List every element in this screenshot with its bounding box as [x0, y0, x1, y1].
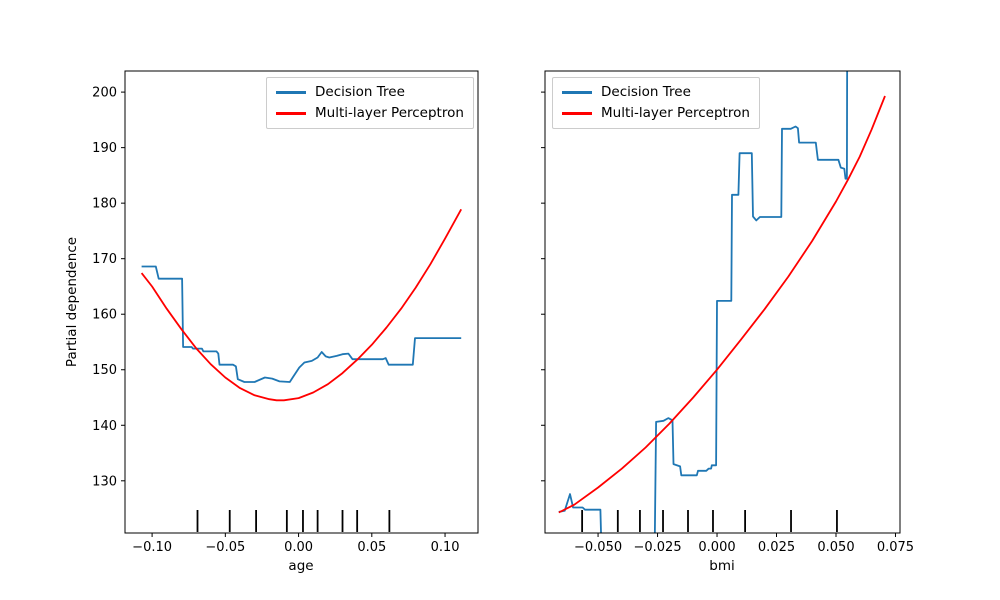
x-axis-tick-label: 0.00	[284, 540, 313, 555]
legend-label: Multi-layer Perceptron	[315, 105, 464, 121]
x-axis-label-age: age	[288, 558, 314, 574]
legend-label: Decision Tree	[601, 84, 691, 100]
y-axis-tick-label: 190	[92, 141, 117, 156]
legend-item-decision-tree: Decision Tree	[562, 84, 750, 101]
mlp-line-swatch	[276, 112, 306, 115]
plot-frame	[544, 70, 901, 534]
x-axis-tick-label: 0.025	[758, 540, 795, 555]
y-axis-tick-label: 170	[92, 252, 117, 267]
y-axis-tick-label: 160	[92, 308, 117, 323]
x-axis-tick-label: −0.10	[132, 540, 172, 555]
y-axis-tick-label: 200	[92, 86, 117, 101]
legend-bmi: Decision Tree Multi-layer Perceptron	[552, 77, 760, 129]
legend-label: Multi-layer Perceptron	[601, 105, 750, 121]
subplot-age: −0.10 −0.05 0.00 0.05 0.10 130 140 150 160 170 180…	[92, 70, 479, 555]
subplot-bmi: −0.050 −0.025 0.000 0.025 0.050 0.075	[541, 70, 914, 555]
decision-tree-line	[141, 265, 462, 383]
multi-layer-perceptron-line	[558, 95, 886, 514]
legend-item-decision-tree: Decision Tree	[276, 84, 464, 101]
mlp-line-swatch	[562, 112, 592, 115]
x-axis-tick-label: 0.10	[431, 540, 460, 555]
y-axis-tick-label: 180	[92, 197, 117, 212]
x-axis-tick-label: 0.075	[877, 540, 914, 555]
x-axis-tick-label: 0.050	[817, 540, 854, 555]
decision-tree-line-swatch	[276, 91, 306, 94]
legend-item-mlp: Multi-layer Perceptron	[562, 105, 750, 122]
y-axis-label: Partial dependence	[64, 236, 80, 368]
y-axis-tick-label: 150	[92, 363, 117, 378]
x-axis-tick-label: −0.05	[205, 540, 245, 555]
y-axis-tick-label: 130	[92, 474, 117, 489]
x-axis-tick-label: 0.000	[698, 540, 735, 555]
x-axis-tick-label: −0.050	[574, 540, 622, 555]
plot-frame	[124, 70, 479, 534]
legend-label: Decision Tree	[315, 84, 405, 100]
x-axis-tick-label: 0.05	[357, 540, 386, 555]
decision-tree-line-swatch	[562, 91, 592, 94]
y-axis-tick-label: 140	[92, 419, 117, 434]
x-axis-label-bmi: bmi	[709, 558, 735, 574]
legend-item-mlp: Multi-layer Perceptron	[276, 105, 464, 122]
x-axis-tick-label: −0.025	[633, 540, 681, 555]
decision-tree-line	[558, 71, 849, 533]
multi-layer-perceptron-line	[140, 208, 462, 402]
legend-age: Decision Tree Multi-layer Perceptron	[266, 77, 474, 129]
